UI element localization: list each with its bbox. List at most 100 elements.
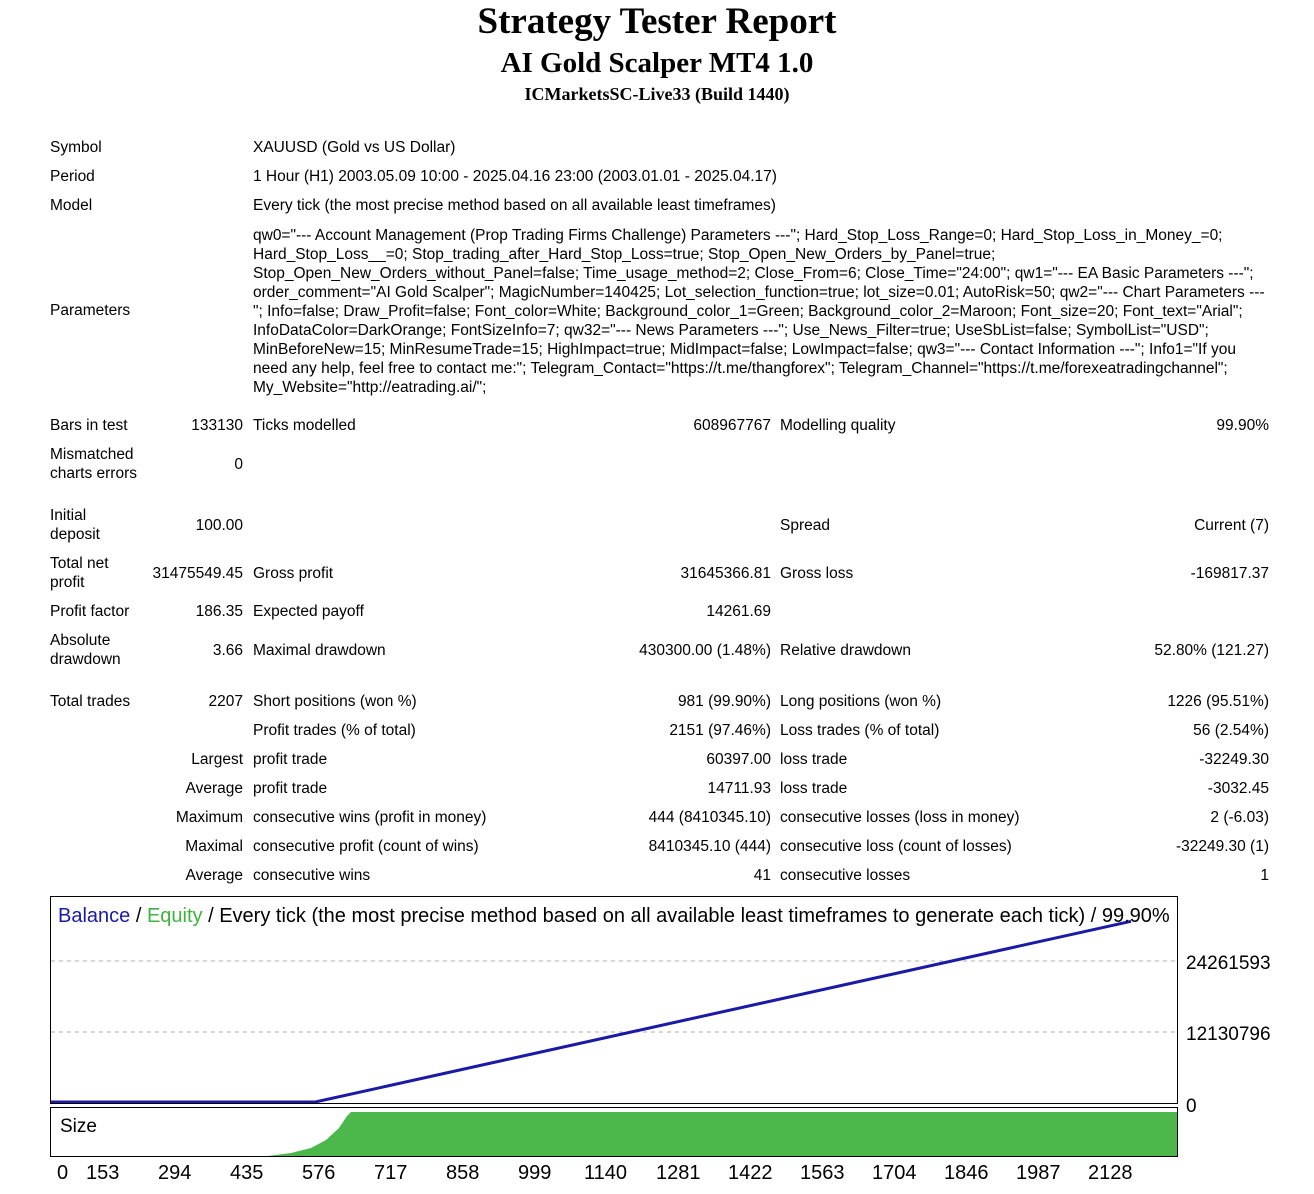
ea-name: AI Gold Scalper MT4 1.0	[500, 47, 814, 79]
quality-value: 99.90%	[1216, 417, 1269, 434]
max-consec-wins-label: consecutive wins (profit in money)	[253, 809, 487, 826]
server-build: ICMarketsSC-Live33 (Build 1440)	[524, 84, 790, 104]
largest-label: Largest	[191, 751, 243, 768]
profit-trades-label: Profit trades (% of total)	[253, 722, 416, 739]
x-tick-label: 153	[86, 1162, 120, 1184]
max-consec-losses-value: 2 (-6.03)	[1210, 809, 1269, 826]
x-tick-label: 0	[57, 1162, 69, 1184]
short-positions-label: Short positions (won %)	[253, 693, 417, 710]
loss-trades-label: Loss trades (% of total)	[780, 722, 940, 739]
x-tick-label: 2128	[1088, 1162, 1133, 1184]
ticks-value: 608967767	[693, 417, 771, 434]
short-positions-value: 981 (99.90%)	[677, 693, 771, 710]
maximal-consec-loss-label: consecutive loss (count of losses)	[780, 838, 1012, 855]
bars-value: 133130	[191, 417, 243, 434]
maximal-drawdown-label: Maximal drawdown	[253, 642, 386, 659]
bars-label: Bars in test	[50, 417, 128, 434]
balance-series-line	[51, 919, 1132, 1103]
x-tick-label: 576	[302, 1162, 336, 1184]
gross-profit-label: Gross profit	[253, 565, 334, 582]
profit-trades-value: 2151 (97.46%)	[669, 722, 771, 739]
chart-legend: Balance / Equity / Every tick (the most …	[58, 903, 1174, 929]
largest-profit-value: 60397.00	[706, 751, 771, 768]
ticks-label: Ticks modelled	[253, 417, 356, 434]
absolute-drawdown-label: Absolute	[50, 632, 111, 649]
expected-payoff-value: 14261.69	[706, 603, 771, 620]
long-positions-value: 1226 (95.51%)	[1167, 693, 1269, 710]
deposit-value: 100.00	[195, 517, 243, 534]
maximal-consec-loss-value: -32249.30 (1)	[1175, 838, 1269, 855]
report-title: Strategy Tester Report	[477, 1, 837, 42]
mismatched-value: 0	[234, 456, 243, 473]
x-tick-label: 999	[518, 1162, 552, 1184]
net-profit-label: Total net	[50, 555, 109, 572]
average-consec-wins-label: consecutive wins	[253, 867, 371, 884]
total-trades-value: 2207	[208, 693, 243, 710]
profit-factor-value: 186.35	[195, 603, 243, 620]
long-positions-label: Long positions (won %)	[780, 693, 942, 710]
largest-loss-value: -32249.30	[1199, 751, 1269, 768]
legend-description: / Every tick (the most precise method ba…	[202, 905, 1170, 927]
size-label: Size	[60, 1116, 97, 1137]
gross-loss-value: -169817.37	[1190, 565, 1269, 582]
x-tick-label: 1140	[584, 1162, 628, 1184]
relative-drawdown-value: 52.80% (121.27)	[1154, 642, 1269, 659]
largest-profit-label: profit trade	[253, 751, 328, 768]
net-profit-label-2: profit	[50, 574, 85, 591]
x-tick-label: 1281	[656, 1162, 701, 1184]
parameters-label: Parameters	[50, 302, 131, 319]
x-tick-label: 1422	[728, 1162, 773, 1184]
average-consec-label: Average	[185, 867, 243, 884]
x-tick-label: 1704	[872, 1162, 917, 1184]
average-loss-value: -3032.45	[1207, 780, 1269, 797]
max-consec-wins-value: 444 (8410345.10)	[648, 809, 771, 826]
mismatched-label-2: charts errors	[50, 465, 137, 482]
legend-equity: Equity	[146, 905, 203, 927]
legend-sep: /	[130, 905, 147, 927]
largest-loss-label: loss trade	[780, 751, 848, 768]
x-tick-label: 858	[446, 1162, 480, 1184]
absolute-drawdown-value: 3.66	[212, 642, 243, 659]
average-label: Average	[185, 780, 243, 797]
period-label: Period	[50, 168, 95, 185]
absolute-drawdown-label-2: drawdown	[50, 651, 121, 668]
maximal-label: Maximal	[185, 838, 243, 855]
total-trades-label: Total trades	[50, 693, 131, 710]
average-loss-label: loss trade	[780, 780, 848, 797]
average-consec-wins-value: 41	[753, 867, 771, 884]
mismatched-label: Mismatched	[50, 446, 134, 463]
parameters-value: qw0="--- Account Management (Prop Tradin…	[253, 227, 1265, 396]
size-chart-svg	[268, 1112, 1177, 1156]
size-chart	[50, 1107, 1178, 1157]
max-consec-losses-label: consecutive losses (loss in money)	[780, 809, 1020, 826]
average-consec-losses-label: consecutive losses	[780, 867, 911, 884]
average-consec-losses-value: 1	[1260, 867, 1269, 884]
profit-factor-label: Profit factor	[50, 603, 130, 620]
y-tick-label: 12130796	[1186, 1024, 1271, 1045]
average-profit-value: 14711.93	[707, 780, 772, 797]
symbol-label: Symbol	[50, 139, 102, 156]
x-tick-label: 435	[230, 1162, 264, 1184]
maximal-consec-profit-label: consecutive profit (count of wins)	[253, 838, 479, 855]
balance-chart-svg	[51, 919, 1177, 1103]
y-tick-label: 24261593	[1186, 953, 1271, 974]
deposit-label: Initial	[50, 507, 87, 524]
spread-value: Current (7)	[1194, 517, 1269, 534]
net-profit-value: 31475549.45	[152, 565, 243, 582]
symbol-value: XAUUSD (Gold vs US Dollar)	[253, 139, 456, 156]
x-tick-label: 1987	[1016, 1162, 1061, 1184]
average-profit-label: profit trade	[253, 780, 328, 797]
x-tick-label: 1563	[800, 1162, 845, 1184]
x-tick-label: 294	[158, 1162, 192, 1184]
spread-label: Spread	[780, 517, 830, 534]
expected-payoff-label: Expected payoff	[253, 603, 364, 620]
relative-drawdown-label: Relative drawdown	[780, 642, 911, 659]
maximum-label: Maximum	[175, 809, 243, 826]
x-tick-label: 1846	[944, 1162, 989, 1184]
model-value: Every tick (the most precise method base…	[253, 197, 776, 214]
size-area	[268, 1112, 1177, 1156]
x-tick-label: 717	[374, 1162, 408, 1184]
gross-loss-label: Gross loss	[780, 565, 854, 582]
gross-profit-value: 31645366.81	[680, 565, 771, 582]
quality-label: Modelling quality	[780, 417, 896, 434]
